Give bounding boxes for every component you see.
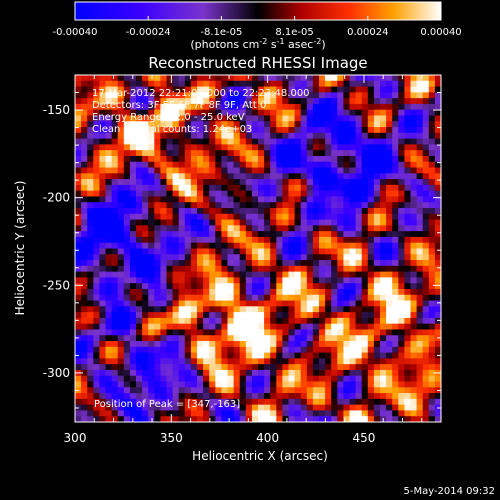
colorbar-ticks [74, 16, 442, 20]
colorbar-unit-label: (photons cm-2 s-1 asec-2) [190, 37, 325, 51]
y-tick-label: -150 [43, 103, 70, 117]
x-tick-label: 450 [352, 431, 375, 445]
x-axis-label: Heliocentric X (arcsec) [192, 449, 328, 463]
colorbar-tick-label: 0.00024 [347, 27, 388, 38]
y-tick-label: -200 [43, 191, 70, 205]
annotation-counts: Clean Total counts: 1.24e+03 [92, 124, 252, 135]
colorbar-tick-label: -8.1e-05 [200, 27, 242, 38]
colorbar-tick-label: 8.1e-05 [275, 27, 313, 38]
chart-title: Reconstructed RHESSI Image [148, 54, 367, 72]
plot-frame [74, 74, 442, 423]
x-tick-label: 300 [64, 431, 87, 445]
colorbar [74, 1, 442, 21]
colorbar-tick-label: 0.00040 [420, 27, 461, 38]
x-tick-label: 400 [256, 431, 279, 445]
annotation-detectors: Detectors: 3F 5F 6F 7F 8F 9F, Att 0 [92, 100, 266, 111]
colorbar-tick-label: -0.00024 [126, 27, 171, 38]
colorbar-tick-label: -0.00040 [53, 27, 98, 38]
heatmap-image [75, 75, 441, 422]
y-tick-label: -250 [43, 278, 70, 292]
x-tick-label: 350 [160, 431, 183, 445]
y-tick-label: -300 [43, 366, 70, 380]
annotation-time: 17-Mar-2012 22:21:08.000 to 22:23:48.000 [92, 88, 310, 99]
x-tick-labels: 300 350 400 450 [64, 431, 376, 445]
y-axis-label: Heliocentric Y (arcsec) [13, 181, 27, 316]
annotation-peak: Position of Peak = [347,-163] [94, 399, 240, 410]
y-tick-labels: -150 -200 -250 -300 [43, 103, 70, 380]
axis-ticks [74, 74, 442, 422]
annotation-energy: Energy Range: 12.0 - 25.0 keV [92, 112, 245, 123]
footer-date: 5-May-2014 09:32 [403, 486, 495, 497]
colorbar-tick-labels: -0.00040 -0.00024 -8.1e-05 8.1e-05 0.00024 0.… [53, 27, 462, 38]
